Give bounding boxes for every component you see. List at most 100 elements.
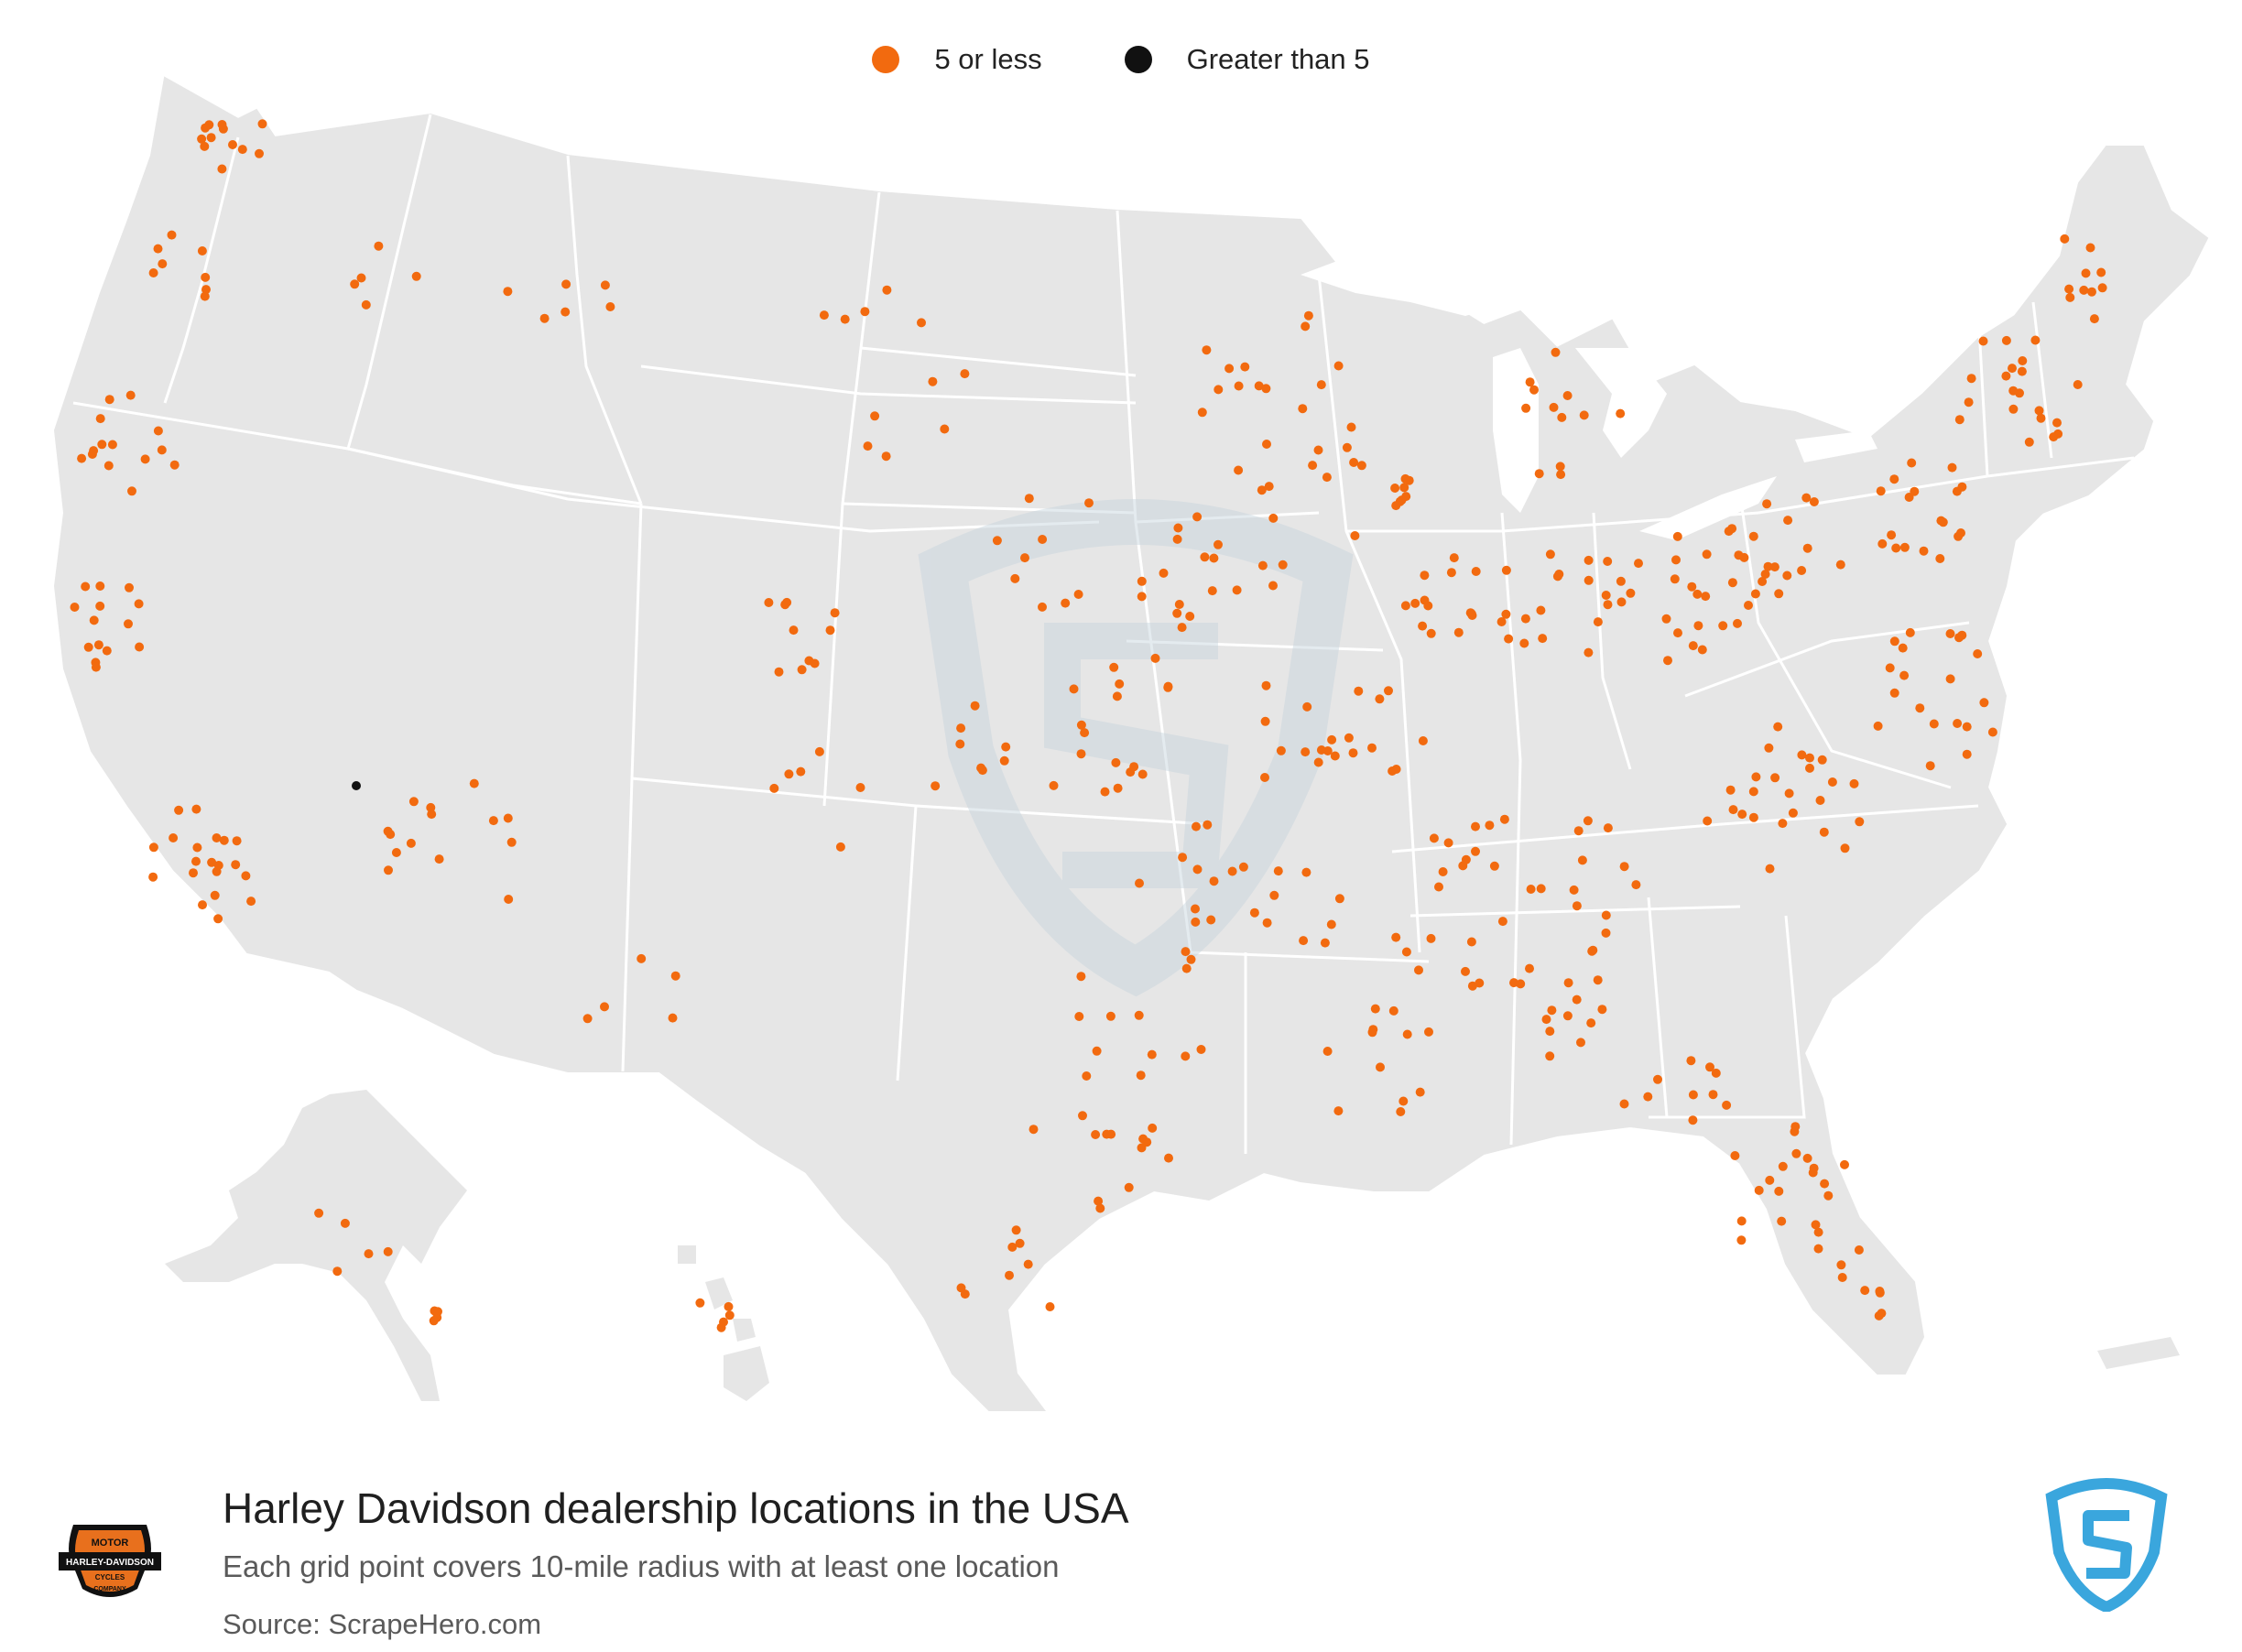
location-dot (1692, 589, 1703, 599)
location-dot (1091, 1130, 1101, 1139)
location-dot (1919, 546, 1929, 556)
location-dot (192, 842, 202, 853)
location-dot-greater-than-5 (352, 781, 361, 790)
location-dot (1586, 1018, 1596, 1028)
location-dot (1399, 1096, 1409, 1106)
location-dot (1313, 757, 1323, 767)
location-dot (1375, 694, 1385, 704)
state-borders (72, 114, 2135, 1154)
location-dot (1584, 647, 1594, 658)
location-dot (197, 134, 207, 144)
location-dot (157, 445, 167, 455)
location-dot (1471, 567, 1481, 576)
location-dot (89, 615, 99, 625)
location-dot (1102, 1129, 1112, 1139)
location-dot (1702, 549, 1712, 560)
location-dot (503, 813, 513, 823)
location-dot (231, 860, 241, 870)
location-dot (1209, 553, 1219, 563)
location-dot (1038, 602, 1047, 612)
location-dot (1410, 598, 1420, 608)
location-dot (1545, 549, 1555, 560)
location-dot (1354, 686, 1364, 696)
location-dot (1730, 1151, 1740, 1160)
location-dot (1298, 404, 1308, 414)
location-dot (1904, 493, 1914, 502)
location-dot (1078, 1111, 1087, 1121)
location-dot (1813, 1244, 1823, 1254)
location-dot (1782, 571, 1792, 581)
location-dot (1076, 720, 1086, 730)
location-dot (1010, 573, 1020, 583)
location-dot (1855, 817, 1865, 827)
location-dot (1978, 336, 1988, 346)
location-dot (2008, 386, 2019, 396)
location-dot (840, 314, 850, 324)
location-dot (340, 1218, 350, 1228)
location-dot (237, 145, 247, 155)
location-dot (1342, 442, 1352, 452)
location-dot (1840, 1159, 1849, 1169)
location-dot (1224, 364, 1235, 374)
location-dot (1697, 645, 1707, 655)
legend-dot-orange (872, 46, 900, 73)
location-dot (1538, 634, 1548, 644)
location-dot (1390, 484, 1400, 493)
location-dot (1322, 473, 1332, 483)
location-dot (1346, 422, 1356, 432)
location-dot (835, 842, 845, 852)
location-dot (1813, 1227, 1823, 1237)
location-dot (391, 848, 401, 857)
location-dot (81, 581, 91, 592)
location-dot (212, 833, 222, 842)
location-dot (2064, 284, 2074, 294)
location-dot (1268, 581, 1278, 591)
location-dot (2087, 287, 2096, 297)
location-dot (506, 837, 517, 847)
location-dot (600, 1002, 609, 1012)
location-dot (1400, 473, 1410, 484)
location-dot (1191, 917, 1201, 927)
location-dot (191, 856, 201, 866)
location-dot (2065, 292, 2075, 302)
location-dot (169, 833, 179, 842)
logo-text-motor: MOTOR (92, 1538, 129, 1549)
location-dot (1415, 1087, 1425, 1097)
usa-landmass (53, 76, 2209, 1411)
location-dot (206, 133, 216, 143)
location-dot (1688, 1115, 1698, 1125)
location-dot (1446, 568, 1456, 578)
location-dot (1569, 885, 1579, 895)
location-dot (1805, 763, 1814, 773)
location-dot (1080, 728, 1090, 738)
location-dot (503, 287, 513, 297)
location-dot (1973, 649, 1983, 658)
location-dot (1945, 629, 1955, 638)
location-dot (810, 658, 820, 668)
location-dot (2085, 243, 2095, 253)
location-dot (1391, 932, 1401, 942)
location-dot (314, 1208, 324, 1218)
location-dot (1773, 722, 1783, 732)
location-dot (1889, 688, 1899, 698)
location-dot (1616, 576, 1626, 586)
location-dot (1001, 742, 1011, 752)
location-dot (1173, 523, 1183, 533)
location-dot (198, 900, 207, 910)
location-dot (153, 244, 163, 254)
location-dot (1584, 555, 1594, 565)
location-dot (1257, 560, 1268, 571)
logo-text-harley-davidson: HARLEY-DAVIDSON (66, 1558, 154, 1568)
location-dot (148, 268, 158, 277)
location-dot (1260, 716, 1270, 726)
location-dot (797, 665, 807, 675)
location-dot (1181, 1051, 1191, 1061)
location-dot (1835, 560, 1845, 570)
location-dot (1191, 904, 1200, 914)
location-dot (103, 461, 114, 471)
location-dot (384, 865, 393, 875)
location-dot (1203, 820, 1213, 830)
location-dot (1164, 1153, 1173, 1163)
location-dot (1748, 812, 1758, 822)
location-dot (1174, 600, 1184, 609)
